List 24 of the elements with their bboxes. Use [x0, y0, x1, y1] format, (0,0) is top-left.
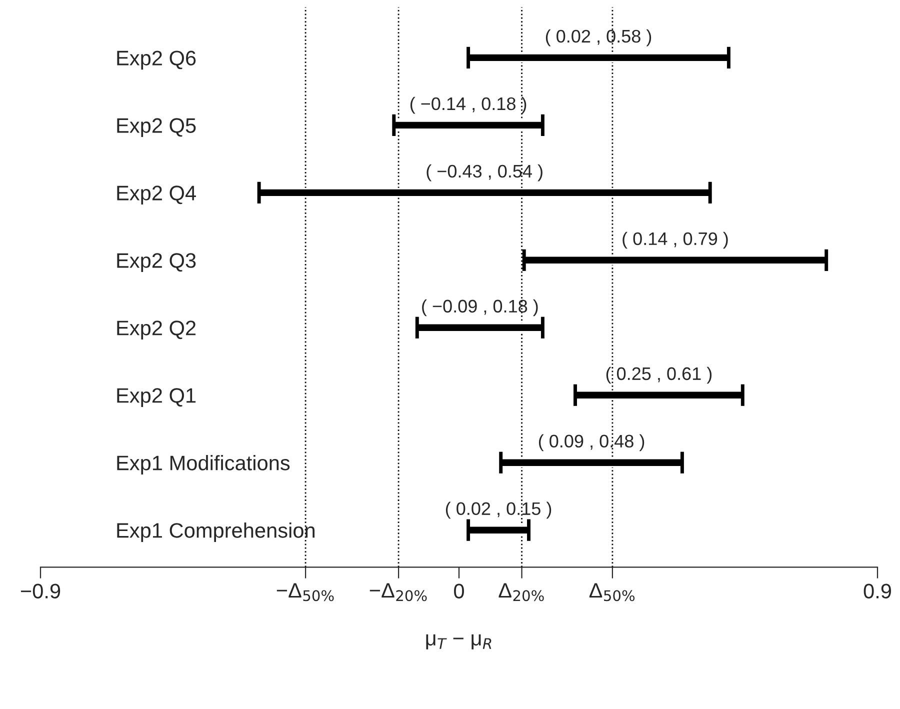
y-tick-label: Exp2 Q5: [117, 118, 196, 138]
y-tick-label: Exp2 Q1: [117, 388, 196, 407]
ref-line-label: −Δ$_{20%}$: [370, 583, 427, 602]
ref-line-label: Δ$_{20%}$: [498, 583, 544, 602]
data-label: ( −0.09 , 0.18 ): [422, 299, 538, 316]
y-tick-label: Exp2 Q2: [117, 320, 196, 340]
data-label: ( 0.14 , 0.79 ): [622, 232, 728, 249]
data-label: ( −0.43 , 0.54 ): [426, 164, 542, 182]
x-tick-label: −0.9: [20, 584, 60, 598]
data-label: ( −0.14 , 0.18 ): [410, 96, 526, 114]
x-tick-label: 0.9: [864, 584, 891, 598]
y-tick-label: Exp2 Q3: [117, 253, 196, 272]
x-axis-title: μ$_{T}$ − μ$_{R}$: [426, 634, 492, 650]
ref-line-label: −Δ$_{50%}$: [276, 583, 334, 602]
ref-line-label: Δ$_{50%}$: [589, 583, 635, 602]
data-label: ( 0.02 , 0.15 ): [446, 502, 552, 519]
y-tick-label: Exp2 Q6: [117, 50, 196, 70]
y-tick-label: Exp2 Q4: [117, 186, 196, 205]
y-tick-label: Exp1 Comprehension: [117, 522, 314, 542]
data-label: ( 0.25 , 0.61 ): [606, 366, 712, 384]
data-label: ( 0.09 , 0.48 ): [538, 434, 644, 452]
data-label: ( 0.02 , 0.58 ): [546, 29, 652, 46]
y-tick-label: Exp1 Modifications: [117, 455, 290, 474]
x-tick-label: 0: [454, 584, 464, 598]
